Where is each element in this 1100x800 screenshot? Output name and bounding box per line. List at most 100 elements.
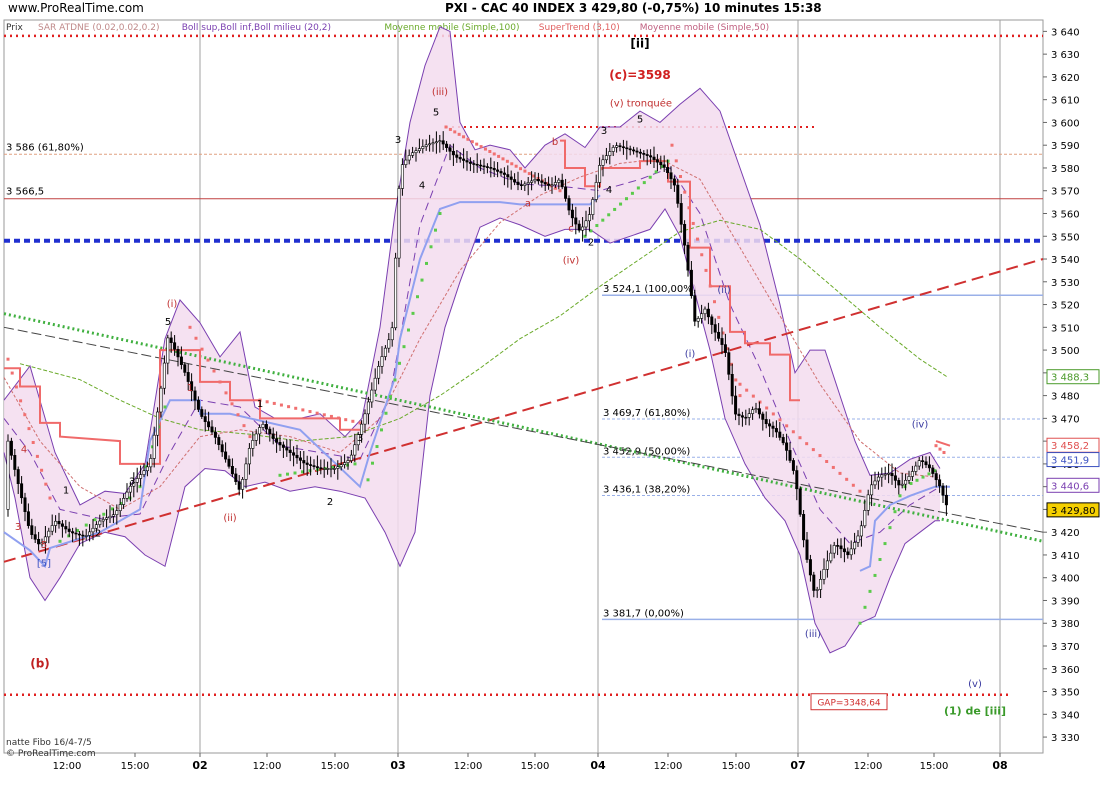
candle-body — [23, 497, 27, 513]
wave-label: 5 — [165, 317, 171, 328]
sar-dot — [674, 159, 678, 163]
candle-body — [441, 140, 445, 145]
candle-body — [455, 154, 459, 158]
candle-body — [417, 148, 421, 151]
sar-dot — [903, 485, 907, 489]
candle-body — [638, 151, 642, 154]
moving-average-100 — [19, 219, 949, 442]
sar-dot — [492, 152, 496, 156]
sar-dot — [119, 501, 123, 505]
candle-body — [9, 440, 13, 456]
price-badge — [1046, 369, 1100, 385]
sar-dot — [389, 395, 392, 399]
candle-body — [322, 468, 326, 470]
candle-body — [179, 356, 183, 365]
candle-body — [815, 589, 819, 591]
wave-label: 3 — [15, 522, 21, 533]
price-chart[interactable]: 3 330 3 340 3 350 3 360 3 370 3 380 3 390 3 400… — [0, 18, 1100, 800]
sar-dot — [308, 410, 312, 414]
trendlines — [3, 258, 1044, 563]
candle-body — [530, 180, 534, 183]
sar-dot — [236, 413, 240, 417]
sar-dot — [384, 411, 388, 415]
candle-body — [621, 146, 625, 149]
candle-body — [693, 295, 697, 322]
candle-body — [448, 147, 452, 152]
candle-body — [377, 366, 381, 379]
candle-body — [407, 155, 411, 161]
wave-label: 2 — [588, 237, 594, 248]
candle-body — [380, 356, 384, 367]
sar-dot — [258, 398, 262, 402]
candle-body — [703, 308, 707, 315]
candle-body — [829, 552, 833, 562]
copyright: © ProRealTime.com — [6, 749, 96, 759]
sar-dot — [27, 427, 31, 431]
candle-body — [139, 474, 143, 479]
wave-label: c — [568, 224, 574, 235]
sar-dot — [402, 345, 406, 349]
annotation-c-target: (c)=3598 — [609, 68, 671, 82]
sar-dot — [642, 181, 646, 185]
x-axis: 12:00 15:00 02 12:00 15:00 03 12:00 15:00 04 12:0… — [53, 753, 1008, 772]
candle-body — [897, 480, 901, 486]
candle-body — [77, 533, 81, 536]
sar-dot — [730, 362, 733, 366]
sar-dot — [868, 589, 872, 593]
y-tick-label: 3 620 — [1051, 73, 1080, 84]
price-badge-label: 3 451,9 — [1051, 456, 1089, 467]
sar-dot — [411, 311, 415, 315]
wave-label: 1 — [187, 383, 193, 394]
candle-body — [893, 475, 897, 481]
candle-body — [200, 409, 204, 417]
candle-body — [336, 466, 340, 469]
candle-body — [757, 408, 761, 415]
sar-dot — [554, 186, 558, 190]
sar-dot — [778, 418, 782, 422]
sar-dot — [308, 469, 312, 473]
candle-body — [584, 220, 588, 228]
candle-body — [166, 337, 170, 364]
candle-body — [445, 143, 449, 148]
sar-dot — [927, 472, 931, 476]
sar-dot — [151, 445, 154, 449]
sar-dot — [84, 523, 88, 527]
candle-body — [887, 473, 891, 475]
candle-body — [26, 511, 30, 526]
candle-body — [383, 347, 387, 357]
sar-dot — [630, 191, 634, 195]
sar-dot — [845, 477, 849, 481]
sar-dot — [40, 468, 44, 472]
candle-body — [513, 179, 517, 183]
price-badge — [1046, 452, 1100, 468]
sar-dot — [48, 496, 52, 500]
candle-body — [234, 473, 238, 482]
candle-body — [774, 428, 778, 433]
sar-dot — [351, 419, 355, 423]
candle-body — [795, 470, 799, 490]
candle-body — [655, 159, 659, 163]
y-tick-label: 3 350 — [1051, 688, 1080, 699]
candle-body — [720, 338, 724, 345]
annotation-ii: [ii] — [630, 36, 649, 50]
wave-label: (iii) — [805, 629, 821, 640]
candle-body — [60, 523, 64, 527]
candle-body — [516, 181, 520, 185]
candle-body — [319, 467, 323, 469]
sar-dot — [102, 512, 106, 516]
candle-body — [836, 545, 840, 547]
site-name[interactable]: www.ProRealTime.com — [8, 1, 144, 15]
candle-body — [346, 460, 350, 463]
candle-body — [183, 364, 187, 373]
sar-dot — [19, 399, 23, 403]
candle-body — [176, 348, 180, 358]
y-tick-label: 3 550 — [1051, 232, 1080, 243]
candle-body — [6, 440, 10, 510]
candle-body — [363, 413, 367, 425]
candle-body — [581, 226, 585, 231]
candle-body — [812, 574, 816, 591]
candle-body — [679, 203, 683, 225]
legend-item: SAR ATDNE (0.02,0.02,0.2) — [38, 23, 159, 33]
sar-dot — [501, 157, 505, 161]
